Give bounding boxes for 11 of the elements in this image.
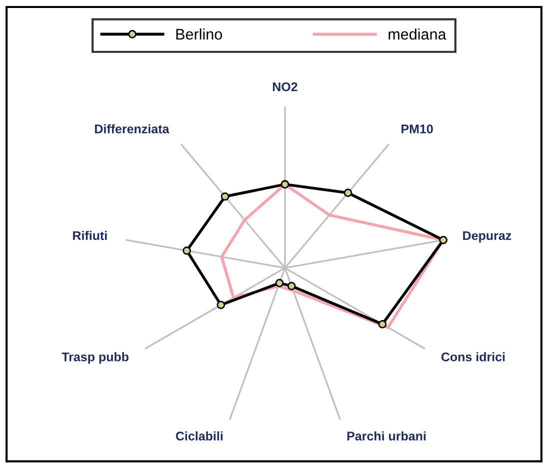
- legend-label: mediana: [388, 28, 446, 40]
- spoke-label: Cons idrici: [441, 352, 505, 362]
- spoke-label: Differenziata: [95, 124, 170, 134]
- spoke-label: Parchi urbani: [347, 431, 426, 441]
- spoke-label: Depuraz: [463, 231, 512, 243]
- spoke-label: PM10: [402, 124, 433, 134]
- legend-label: Berlino: [176, 28, 222, 40]
- spoke-label: NO2: [272, 82, 298, 92]
- spoke-label: Trasp pubb: [62, 352, 129, 364]
- spoke-label: Ciclabili: [176, 431, 222, 441]
- spoke-label: Rifiuti: [73, 230, 107, 240]
